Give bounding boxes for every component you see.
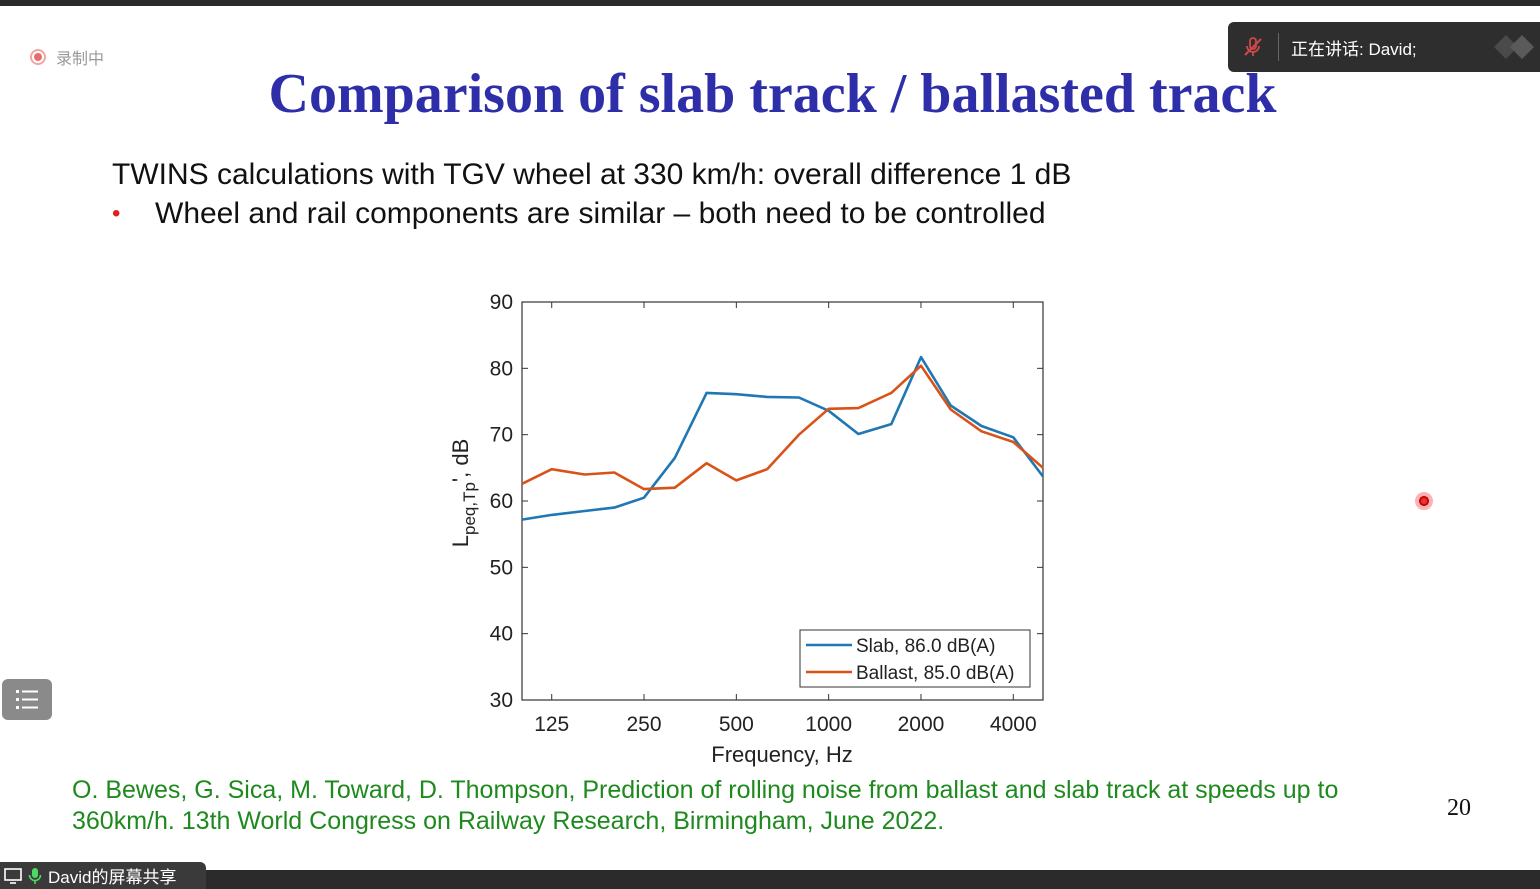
- x-tick-label: 500: [719, 713, 754, 736]
- legend-box: [799, 629, 1031, 688]
- x-tick-label: 2000: [898, 713, 945, 736]
- slide-bullet: • Wheel and rail components are similar …: [112, 197, 1046, 231]
- y-tick-label: 90: [490, 291, 513, 314]
- laser-pointer: [1415, 492, 1433, 510]
- screen-share-indicator[interactable]: David的屏幕共享: [0, 862, 206, 889]
- x-tick-label: 4000: [990, 713, 1037, 736]
- y-axis-label: Lpeq,Tp', dB: [448, 439, 479, 548]
- noise-level-chart: 30 40 50 60 70 80 90 125 250 500 1000 2000 4000 Slab…: [448, 291, 1045, 767]
- bottom-window-bar: [0, 870, 1540, 889]
- record-icon: [30, 49, 46, 65]
- recording-indicator: 录制中: [30, 45, 104, 69]
- bullet-mark: •: [112, 200, 121, 227]
- slide-subtitle: TWINS calculations with TGV wheel at 330…: [112, 158, 1072, 191]
- slide-title: Comparison of slab track / ballasted tra…: [268, 63, 1277, 125]
- y-tick-label: 60: [490, 490, 513, 513]
- mic-icon: [28, 867, 42, 884]
- x-tick-label: 1000: [805, 713, 852, 736]
- y-tick-label: 30: [490, 689, 513, 712]
- x-axis-label: Frequency, Hz: [711, 742, 852, 767]
- x-tick-label: 250: [627, 713, 662, 736]
- top-window-bar: [0, 0, 1540, 6]
- series-line-slab: [521, 355, 1045, 521]
- recording-label: 录制中: [56, 51, 105, 68]
- series-line-ballast: [521, 364, 1044, 491]
- legend-label: Slab, 86.0 dB(A): [856, 636, 995, 657]
- y-tick-label: 80: [490, 357, 513, 380]
- x-tick-label: 125: [534, 713, 569, 736]
- page-number: 20: [1447, 795, 1471, 821]
- share-label: David的屏幕共享: [48, 868, 177, 887]
- y-tick-label: 70: [490, 424, 513, 447]
- slide-menu-button[interactable]: [2, 679, 52, 720]
- legend-label: Ballast, 85.0 dB(A): [856, 663, 1014, 684]
- screen-share-icon: [4, 867, 22, 884]
- muted-mic-icon: [1244, 37, 1262, 56]
- divider: [1278, 33, 1279, 61]
- y-tick-label: 50: [490, 556, 513, 579]
- app-logo-icon: [1494, 35, 1534, 59]
- bullet-text: Wheel and rail components are similar – …: [155, 197, 1046, 230]
- active-speaker-panel[interactable]: 正在讲话: David;: [1228, 22, 1540, 72]
- speaker-text: 正在讲话: David;: [1291, 39, 1417, 59]
- reference-citation: O. Bewes, G. Sica, M. Toward, D. Thompso…: [72, 776, 1339, 835]
- list-menu-icon: [16, 690, 38, 709]
- y-tick-label: 40: [490, 623, 513, 646]
